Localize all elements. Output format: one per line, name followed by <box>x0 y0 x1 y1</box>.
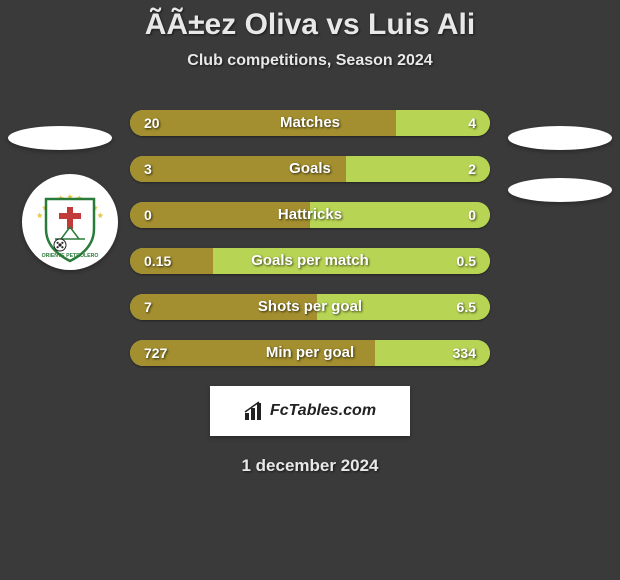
stat-bar-row: Goals per match0.15 0.5 <box>130 248 490 274</box>
stat-bars: Matches20 4 Goals3 2 Hattricks0 0 Goals per ma… <box>130 110 490 366</box>
bar-value-left: 20 <box>144 110 160 136</box>
bar-label: Matches <box>130 110 490 136</box>
bar-label: Hattricks <box>130 202 490 228</box>
bar-value-right: 6.5 <box>457 294 476 320</box>
bar-label: Goals per match <box>130 248 490 274</box>
bar-label: Min per goal <box>130 340 490 366</box>
stat-bar-row: Min per goal727 334 <box>130 340 490 366</box>
ellipse-bottom-right <box>508 178 612 202</box>
bar-value-right: 0.5 <box>457 248 476 274</box>
page-subtitle: Club competitions, Season 2024 <box>0 52 620 70</box>
stat-bar-row: Shots per goal7 6.5 <box>130 294 490 320</box>
page-title: ÃÃ±ez Oliva vs Luis Ali <box>0 8 620 42</box>
bar-value-right: 0 <box>468 202 476 228</box>
stat-bar-row: Matches20 4 <box>130 110 490 136</box>
bar-label: Shots per goal <box>130 294 490 320</box>
bar-value-left: 0 <box>144 202 152 228</box>
ellipse-top-right <box>508 126 612 150</box>
bar-value-left: 3 <box>144 156 152 182</box>
bar-value-left: 0.15 <box>144 248 171 274</box>
svg-text:ORIENTE PETROLERO: ORIENTE PETROLERO <box>42 253 99 259</box>
bar-value-left: 7 <box>144 294 152 320</box>
attribution-text: FcTables.com <box>270 402 376 420</box>
bar-label: Goals <box>130 156 490 182</box>
team-logo: ORIENTE PETROLERO <box>22 174 118 270</box>
stat-bar-row: Goals3 2 <box>130 156 490 182</box>
stat-bar-row: Hattricks0 0 <box>130 202 490 228</box>
ellipse-top-left <box>8 126 112 150</box>
shield-icon: ORIENTE PETROLERO <box>31 179 109 265</box>
attribution-badge: FcTables.com <box>210 386 410 436</box>
bar-value-right: 4 <box>468 110 476 136</box>
barchart-icon <box>244 401 266 421</box>
bar-value-right: 334 <box>453 340 476 366</box>
bar-value-right: 2 <box>468 156 476 182</box>
date-label: 1 december 2024 <box>0 456 620 476</box>
comparison-card: ÃÃ±ez Oliva vs Luis Ali Club competition… <box>0 0 620 580</box>
bar-value-left: 727 <box>144 340 167 366</box>
